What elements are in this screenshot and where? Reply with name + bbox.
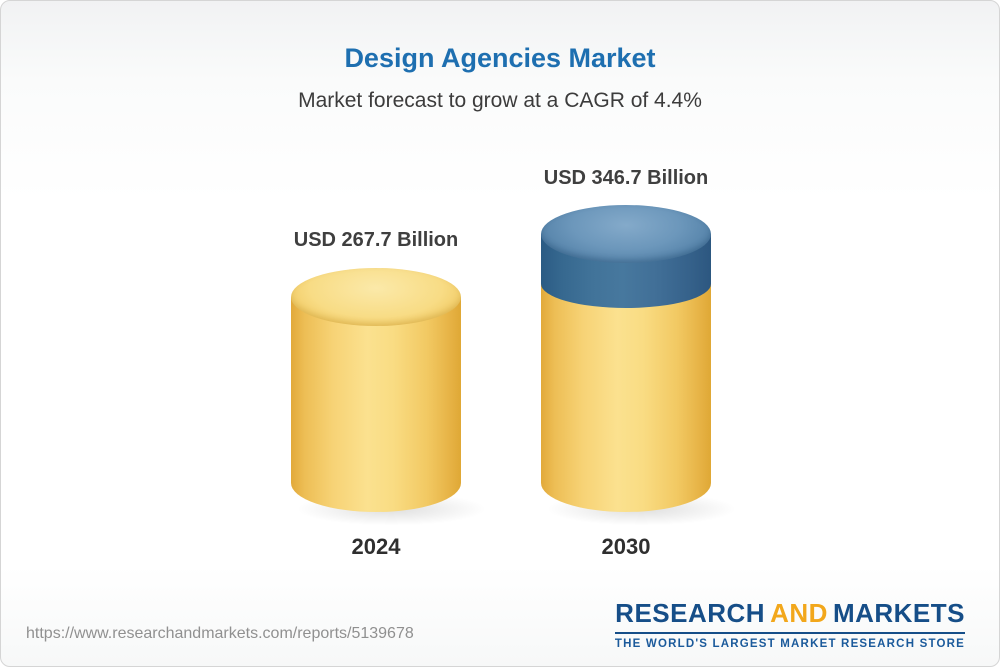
chart-subtitle: Market forecast to grow at a CAGR of 4.4… bbox=[298, 89, 702, 112]
value-label-2024: USD 267.7 Billion bbox=[293, 229, 459, 251]
category-label-2024: 2024 bbox=[351, 534, 401, 559]
bar-2024-top-face bbox=[291, 268, 461, 326]
bar-2030-top-face bbox=[541, 205, 711, 263]
logo-wordmark: RESEARCH AND MARKETS bbox=[615, 598, 965, 629]
value-label-2030: USD 346.7 Billion bbox=[543, 167, 709, 189]
logo-word-markets: MARKETS bbox=[832, 598, 965, 628]
logo-tagline: THE WORLD'S LARGEST MARKET RESEARCH STOR… bbox=[614, 632, 965, 650]
source-url: https://www.researchandmarkets.com/repor… bbox=[26, 625, 414, 642]
logo-word-research: RESEARCH bbox=[615, 598, 766, 628]
bar-2030-gold-segment bbox=[541, 284, 711, 512]
category-label-2030: 2030 bbox=[601, 534, 651, 559]
research-and-markets-logo: RESEARCH AND MARKETS THE WORLD'S LARGEST M… bbox=[614, 598, 965, 652]
chart-title: Design Agencies Market bbox=[344, 43, 656, 73]
bar-2024-gold-segment bbox=[291, 297, 461, 512]
logo-word-and: AND bbox=[770, 598, 828, 628]
